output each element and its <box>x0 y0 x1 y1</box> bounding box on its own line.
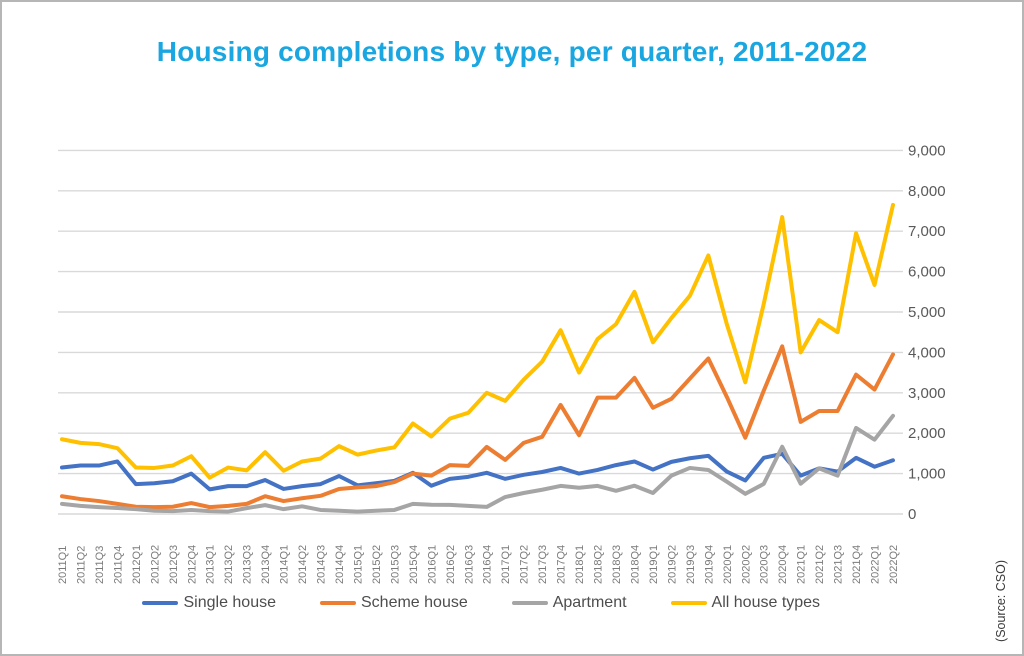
legend-item-scheme-house: Scheme house <box>320 594 468 612</box>
x-axis-tick-label: 2015Q1 <box>352 545 364 584</box>
series-line-single-house <box>60 451 895 492</box>
x-axis-tick-label: 2017Q2 <box>519 545 531 584</box>
x-axis-tick-label: 2013Q2 <box>223 545 235 584</box>
x-axis-tick-label: 2015Q3 <box>389 545 401 584</box>
x-axis-tick-label: 2014Q3 <box>316 545 328 584</box>
x-axis-tick-label: 2013Q3 <box>242 545 254 584</box>
page-title: Housing completions by type, per quarter… <box>156 36 868 67</box>
y-axis-tick-label: 2,000 <box>908 425 946 442</box>
legend-label-apartment: Apartment <box>552 594 627 611</box>
x-axis-tick-label: 2019Q2 <box>666 545 678 584</box>
x-axis-tick-label: 2021Q2 <box>814 545 826 584</box>
y-axis-tick-label: 4,000 <box>908 344 946 361</box>
x-axis-tick-label: 2012Q3 <box>168 545 180 584</box>
x-axis-tick-label: 2011Q1 <box>57 546 69 584</box>
x-axis-tick-label: 2011Q4 <box>112 546 124 584</box>
x-axis-tick-label: 2020Q1 <box>722 545 734 584</box>
x-axis-tick-label: 2017Q1 <box>500 545 512 584</box>
legend-label-single-house: Single house <box>183 594 276 611</box>
series-line-scheme-house <box>60 344 895 510</box>
legend-label-scheme-house: Scheme house <box>361 594 468 611</box>
x-axis-tick-label: 2022Q1 <box>870 545 882 584</box>
x-axis-tick-label: 2018Q4 <box>629 545 641 584</box>
legend-swatch-apartment <box>511 600 548 606</box>
legend-label-all-house-types: All house types <box>711 594 821 611</box>
x-axis-tick-label: 2020Q2 <box>740 545 752 584</box>
x-axis-tick-label: 2021Q1 <box>796 545 808 584</box>
y-axis-tick-label: 8,000 <box>908 183 946 200</box>
legend-swatch-single-house <box>142 600 179 606</box>
x-axis-tick-label: 2019Q3 <box>685 545 697 584</box>
y-axis-tick-label: 0 <box>908 506 916 523</box>
source-note: (Source: CSO) <box>994 560 1008 642</box>
legend-item-single-house: Single house <box>142 594 276 612</box>
x-axis-tick-label: 2016Q4 <box>482 545 494 584</box>
y-axis-tick-label: 7,000 <box>908 223 946 240</box>
x-axis-tick-label: 2011Q2 <box>75 546 87 584</box>
x-axis-tick-label: 2019Q4 <box>703 545 715 584</box>
legend-item-all-house-types: All house types <box>670 594 821 612</box>
y-axis-tick-label: 6,000 <box>908 264 946 281</box>
y-axis-tick-label: 9,000 <box>908 142 946 159</box>
y-axis-tick-label: 3,000 <box>908 385 946 402</box>
x-axis-tick-label: 2017Q4 <box>556 545 568 584</box>
legend-swatch-scheme-house <box>320 600 356 606</box>
x-axis-tick-label: 2013Q4 <box>260 545 272 584</box>
x-axis-tick-label: 2022Q2 <box>888 545 900 584</box>
x-axis-tick-label: 2015Q4 <box>408 545 420 584</box>
legend-swatch-all-house-types <box>670 600 707 606</box>
x-axis-tick-label: 2011Q3 <box>94 546 106 584</box>
x-axis-tick-label: 2012Q1 <box>131 545 143 584</box>
x-axis-tick-label: 2013Q1 <box>205 545 217 584</box>
x-axis-tick-label: 2016Q3 <box>463 545 475 584</box>
x-axis-tick-label: 2016Q2 <box>445 545 457 584</box>
x-axis-tick-label: 2017Q3 <box>537 545 549 584</box>
chart-legend: Single house Scheme house Apartment All … <box>0 594 963 612</box>
legend-item-apartment: Apartment <box>511 594 627 612</box>
x-axis-tick-label: 2018Q1 <box>574 545 586 584</box>
x-axis-tick-label: 2021Q3 <box>833 545 845 584</box>
x-axis-tick-label: 2014Q4 <box>334 545 346 584</box>
x-axis-tick-label: 2020Q3 <box>759 545 771 584</box>
y-axis-tick-label: 1,000 <box>908 466 946 483</box>
x-axis-tick-label: 2020Q4 <box>777 545 789 584</box>
x-axis-tick-label: 2021Q4 <box>851 545 863 584</box>
x-axis-tick-label: 2014Q2 <box>297 545 309 584</box>
y-axis-tick-label: 5,000 <box>908 304 946 321</box>
x-axis-tick-label: 2014Q1 <box>279 545 291 584</box>
x-axis-tick-label: 2015Q2 <box>371 545 383 584</box>
x-axis-tick-label: 2012Q2 <box>149 545 161 584</box>
x-axis-tick-label: 2018Q2 <box>593 545 605 584</box>
x-axis-tick-label: 2016Q1 <box>426 545 438 584</box>
x-axis-tick-label: 2019Q1 <box>648 545 660 584</box>
x-axis-tick-label: 2012Q4 <box>186 545 198 584</box>
x-axis-tick-label: 2018Q3 <box>611 545 623 584</box>
series-line-all-house-types <box>60 202 895 480</box>
series-line-apartment <box>60 413 895 514</box>
